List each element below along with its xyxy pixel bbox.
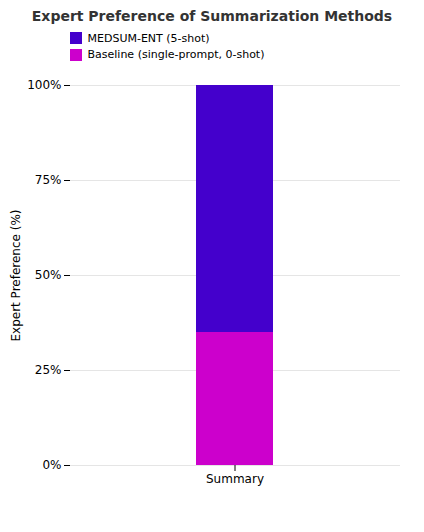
svg-text:Expert Preference (%): Expert Preference (%)	[9, 209, 23, 341]
svg-text:50%: 50%	[35, 268, 62, 282]
svg-text:0%: 0%	[42, 458, 61, 472]
html-text:Baseline (single-prompt, 0-sho: Baseline (single-prompt, 0-shot)	[87, 48, 265, 62]
html-text:Expert Preference of Summariza: Expert Preference of Summarization Metho…	[31, 8, 393, 24]
svg-text:100%: 100%	[27, 78, 61, 92]
html-text:MEDSUM-ENT (5-shot): MEDSUM-ENT (5-shot)	[87, 31, 210, 45]
svg-text:25%: 25%	[35, 363, 62, 377]
svg-text:Summary: Summary	[206, 472, 264, 486]
svg-text:75%: 75%	[35, 173, 62, 187]
